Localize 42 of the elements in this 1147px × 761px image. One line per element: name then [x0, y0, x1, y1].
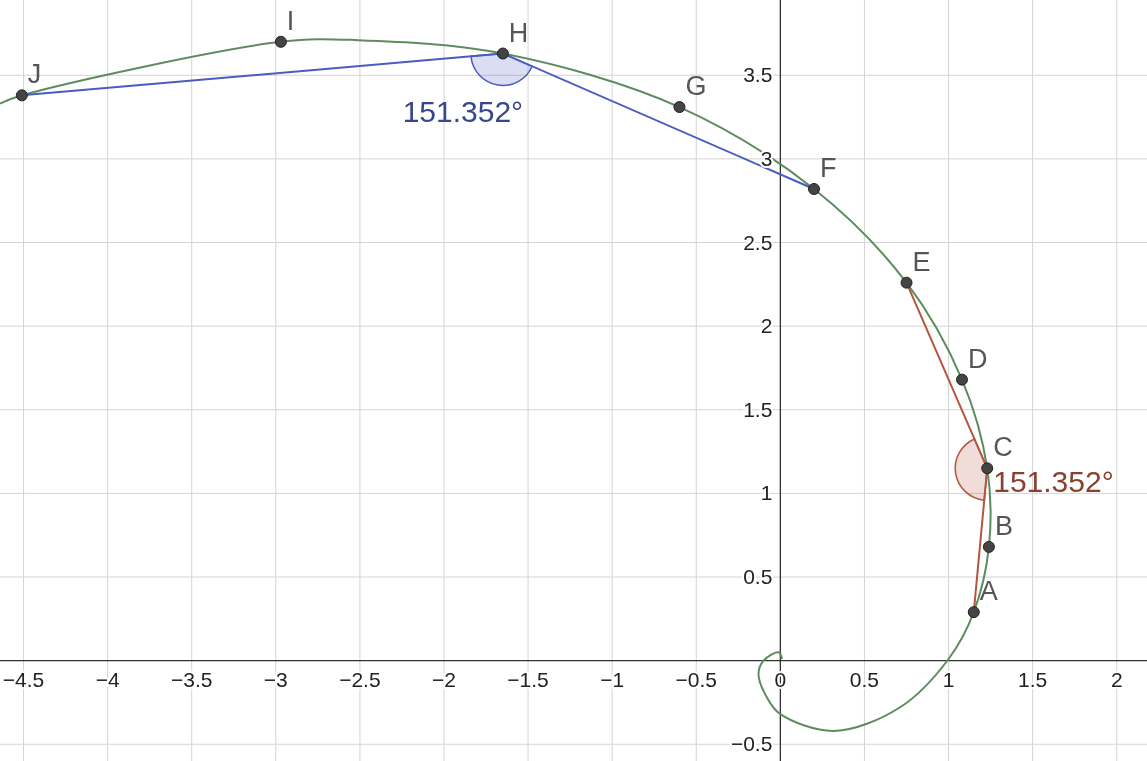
x-tick-label: −2	[432, 667, 456, 691]
x-tick-label: −2.5	[339, 667, 381, 691]
x-tick-label: −4	[95, 667, 120, 691]
x-tick-label: −1.5	[507, 667, 549, 691]
x-tick-label: −4.5	[2, 667, 45, 691]
x-tick-label: 0.5	[849, 667, 880, 691]
y-tick-label: 2.5	[743, 230, 773, 254]
annotation: 151.352°	[993, 465, 1114, 499]
annotation: B	[994, 510, 1013, 541]
point	[981, 462, 994, 475]
point	[808, 183, 820, 195]
point	[274, 35, 287, 48]
point	[967, 606, 980, 619]
point	[982, 540, 995, 553]
y-tick-label: 0.5	[743, 565, 773, 589]
y-tick-label: 2	[760, 314, 773, 338]
x-tick-label: 2	[1110, 667, 1123, 691]
x-tick-label: 1	[942, 667, 955, 691]
x-tick-label: −1	[600, 667, 625, 691]
x-tick-label: 1.5	[1018, 667, 1048, 691]
point	[15, 89, 28, 102]
annotation: A	[979, 576, 998, 607]
point	[496, 47, 509, 60]
point	[900, 276, 913, 289]
annotation: C	[993, 432, 1013, 463]
x-tick-label: −0.5	[675, 667, 718, 691]
annotation: F	[820, 153, 837, 183]
annotation: E	[912, 246, 931, 277]
y-tick-label: −0.5	[730, 732, 773, 756]
annotation: G	[685, 71, 707, 102]
annotation: J	[27, 59, 42, 90]
annotation: I	[286, 5, 295, 36]
x-tick-label: −3	[263, 667, 288, 691]
y-tick-label: 1	[760, 481, 773, 505]
point	[956, 373, 968, 386]
y-tick-label: 3.5	[743, 63, 773, 87]
annotation: 151.352°	[402, 94, 524, 128]
point	[673, 101, 686, 114]
x-tick-label: −3.5	[170, 667, 213, 691]
annotation: D	[968, 343, 988, 374]
y-tick-label: 1.5	[743, 397, 773, 421]
annotation: H	[508, 17, 529, 48]
